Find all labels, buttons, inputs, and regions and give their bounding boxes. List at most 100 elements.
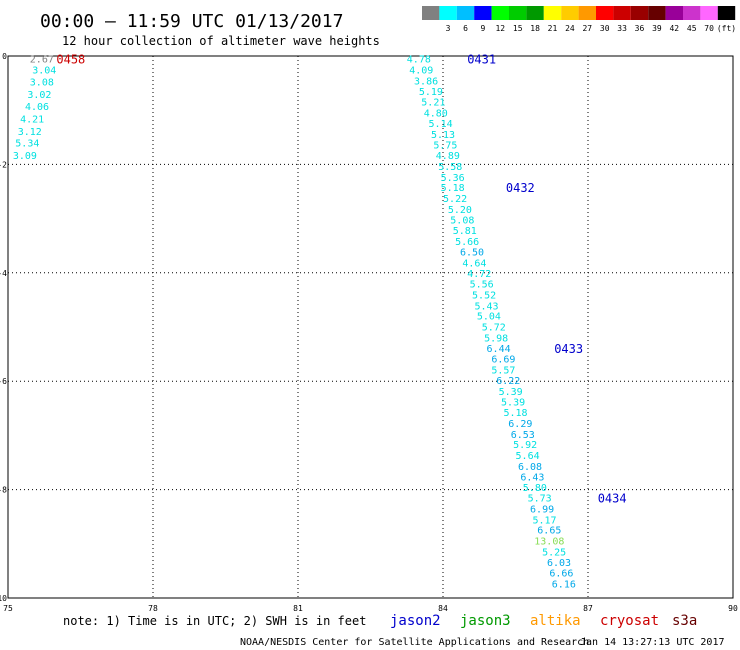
footer-credit: NOAA/NESDIS Center for Satellite Applica… [240, 637, 589, 648]
legend-label: 18 [530, 24, 540, 33]
wave-height-value: 5.22 [443, 194, 467, 205]
plot-grid: 75 78 81 84 87 90 0 -2 -4 -6 -8 -10 [0, 52, 738, 613]
wave-height-value: 6.16 [552, 579, 576, 590]
wave-height-value: 5.13 [431, 130, 455, 141]
wave-height-value: 4.06 [25, 102, 49, 113]
legend-swatch [526, 6, 544, 20]
wave-height-value: 6.03 [547, 558, 571, 569]
chart-title: 00:00 – 11:59 UTC 01/13/2017 [40, 11, 343, 32]
legend-swatch [422, 6, 440, 20]
legend-swatch [700, 6, 718, 20]
wave-height-value: 4.21 [20, 114, 44, 125]
legend-swatch [491, 6, 509, 20]
x-tick-label: 84 [438, 604, 448, 613]
y-tick-label: -8 [0, 486, 7, 495]
satellite-legend-item: s3a [672, 613, 697, 629]
legend-label: 30 [600, 24, 610, 33]
wave-height-value: 5.80 [523, 483, 547, 494]
wave-height-value: 4.09 [409, 66, 433, 77]
wave-height-value: 6.53 [511, 430, 535, 441]
legend-swatch [717, 6, 736, 20]
footer-note: note: 1) Time is in UTC; 2) SWH is in fe… [63, 614, 366, 628]
wave-height-value: 6.44 [487, 344, 511, 355]
legend-swatch [543, 6, 562, 20]
wave-height-value: 5.18 [503, 408, 527, 419]
wave-height-value: 3.12 [18, 127, 42, 138]
wave-height-value: 5.39 [499, 387, 523, 398]
legend-label: 9 [480, 24, 485, 33]
wave-height-value: 5.19 [419, 87, 443, 98]
plot-frame [7, 55, 734, 599]
wave-height-value: 6.43 [520, 473, 544, 484]
satellite-legend-item: jason3 [460, 613, 511, 629]
pass-number-label: 0432 [506, 181, 535, 195]
legend-label: 27 [582, 24, 592, 33]
wave-height-value: 5.18 [441, 183, 465, 194]
wave-height-value: 5.92 [513, 440, 537, 451]
pass-number-label: 0434 [598, 492, 627, 506]
legend-label: 70 [704, 24, 714, 33]
wave-height-value: 4.89 [436, 151, 460, 162]
wave-height-value: 4.64 [462, 259, 486, 270]
x-tick-label: 78 [148, 604, 158, 613]
legend-swatch [596, 6, 614, 20]
wave-height-value: 5.20 [448, 205, 472, 216]
x-tick-label: 87 [583, 604, 593, 613]
x-tick-label: 81 [293, 604, 303, 613]
legend-swatch [683, 6, 701, 20]
wave-height-value: 5.14 [429, 119, 453, 130]
wave-height-value: 5.72 [482, 322, 506, 333]
wave-height-value: 5.56 [470, 280, 494, 291]
wave-height-value: 5.08 [450, 216, 474, 227]
wave-height-value: 5.58 [438, 162, 462, 173]
wave-height-value: 5.57 [491, 365, 515, 376]
pass-number-label: 0433 [554, 342, 583, 356]
wave-height-value: 6.50 [460, 248, 484, 259]
wave-height-value: 5.81 [453, 226, 477, 237]
pass-number-label: 0431 [467, 53, 496, 67]
legend-label: 3 [446, 24, 451, 33]
wave-height-value: 5.64 [516, 451, 540, 462]
y-tick-label: -2 [0, 160, 7, 169]
legend-swatch [439, 6, 457, 20]
legend-swatch [630, 6, 649, 20]
satellite-legend: jason2 jason3 altika cryosat s3a [390, 613, 697, 629]
wave-height-value: 6.29 [508, 419, 532, 430]
pass-number-label: 0458 [56, 53, 85, 67]
legend-label: 33 [617, 24, 627, 33]
wave-height-value: 5.34 [15, 139, 39, 150]
wave-height-value: 6.22 [496, 376, 520, 387]
legend-label: 36 [635, 24, 645, 33]
data-marks: 2.673.043.08 3.024.064.21 3.125.343.09 4.78… [13, 55, 576, 591]
wave-height-value: 5.73 [528, 494, 552, 505]
wave-height-value: 5.98 [484, 333, 508, 344]
color-scale-legend: 3 6 9 12 15 18 21 24 27 30 33 36 39 42 45 70 (ft) [422, 6, 736, 33]
wave-height-value: 5.39 [501, 397, 525, 408]
satellite-legend-item: jason2 [390, 613, 441, 629]
wave-height-value: 3.09 [13, 151, 37, 162]
wave-height-value: 6.66 [549, 569, 573, 580]
wave-height-value: 3.86 [414, 76, 438, 87]
wave-height-value: 5.43 [474, 301, 498, 312]
wave-height-value: 5.25 [542, 547, 566, 558]
wave-height-value: 5.21 [421, 98, 445, 109]
wave-height-value: 5.17 [532, 515, 556, 526]
wave-height-value: 5.66 [455, 237, 479, 248]
wave-height-value: 5.75 [433, 140, 457, 151]
x-tick-label: 75 [3, 604, 13, 613]
legend-label: 12 [495, 24, 505, 33]
legend-label: 21 [548, 24, 558, 33]
wave-height-value: 6.69 [491, 354, 515, 365]
y-tick-label: 0 [2, 52, 7, 61]
satellite-legend-item: cryosat [600, 613, 659, 629]
pass-labels: 0458 0431 0432 0433 0434 [56, 53, 626, 506]
legend-swatch [613, 6, 631, 20]
legend-swatch [578, 6, 596, 20]
wave-height-value: 4.80 [424, 108, 448, 119]
wave-height-value: 5.52 [472, 290, 496, 301]
footer-timestamp: Jan 14 13:27:13 UTC 2017 [580, 637, 725, 648]
wave-height-value: 6.08 [518, 462, 542, 473]
legend-label: 24 [565, 24, 575, 33]
wave-height-value: 4.78 [407, 55, 431, 66]
